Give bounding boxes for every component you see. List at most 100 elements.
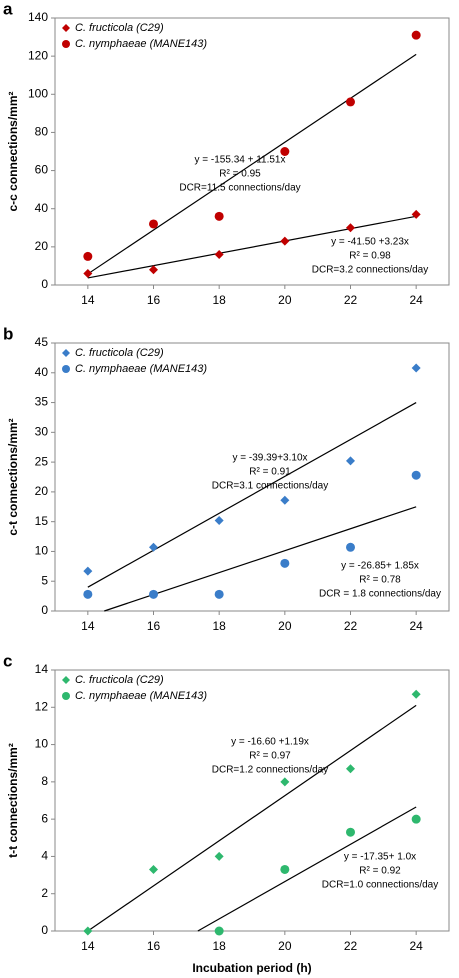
data-point [411,689,421,699]
data-point [214,211,224,221]
y-tick-label: 14 [35,662,49,676]
data-point [149,219,158,229]
legend-label: C. fructicola (C29) [75,347,164,359]
trend-annotation: R² = 0.98 [349,251,391,262]
data-point [149,542,158,552]
data-point [280,147,290,156]
y-tick-label: 40 [35,365,49,379]
trend-annotation: y = -41.50 +3.23x [331,237,409,248]
y-tick-label: 0 [41,603,48,617]
data-point [411,814,421,824]
y-tick-label: 6 [41,811,48,825]
data-point [83,926,93,936]
trend-annotation: R² = 0.95 [219,169,261,180]
legend-label: C. fructicola (C29) [75,674,164,686]
trend-annotation: y = -155.34 + 11.51x [195,155,286,166]
trend-line [87,402,417,588]
y-tick-label: 0 [41,277,48,291]
panel-label: b [3,324,13,343]
data-point [214,851,224,861]
data-point [149,265,158,275]
trend-annotation: R² = 0.97 [249,751,291,762]
y-tick-label: 45 [35,335,49,349]
y-tick-label: 100 [28,86,48,100]
data-point [280,558,290,568]
y-tick-label: 120 [28,48,48,62]
x-axis-label: Incubation period (h) [192,961,311,975]
data-point [83,269,93,279]
x-tick-label: 24 [409,619,423,633]
trend-line [87,704,417,932]
data-point [280,236,290,246]
y-tick-label: 2 [41,886,48,900]
data-point [83,566,93,576]
trend-annotation: R² = 0.91 [249,467,291,478]
trend-annotation: DCR=3.2 connections/day [312,265,428,276]
y-tick-label: 80 [35,125,49,139]
y-tick-label: 140 [28,10,48,24]
trend-line [87,53,417,275]
x-tick-label: 16 [147,293,161,307]
y-tick-label: 35 [35,395,49,409]
data-point [214,926,224,936]
trend-line [87,215,417,279]
y-tick-label: 0 [41,923,48,937]
x-tick-label: 24 [409,293,423,307]
y-tick-label: 25 [35,454,49,468]
data-point [346,97,355,107]
y-tick-label: 30 [35,425,49,439]
panel-label: c [3,651,12,670]
y-axis-label: t-t connections/mm² [6,743,20,858]
trend-annotation: DCR=3.1 connections/day [212,481,328,492]
plot-frame [54,17,450,286]
data-point [214,249,224,259]
trend-annotation: y = -17.35+ 1.0x [344,852,416,863]
trend-annotation: y = -16.60 +1.19x [231,737,309,748]
trend-annotation: y = -26.85+ 1.85x [341,561,419,572]
trend-annotation: DCR = 1.8 connections/day [319,589,441,600]
legend-label: C. nymphaeae (MANE143) [75,363,207,375]
trend-annotation: y = -39.39+3.10x [232,453,307,464]
data-point [411,209,421,219]
legend-marker [62,349,70,357]
y-tick-label: 15 [35,514,49,528]
data-point [83,589,93,599]
x-tick-label: 22 [344,939,358,953]
legend-label: C. nymphaeae (MANE143) [75,690,207,702]
trend-annotation: DCR=1.0 connections/day [322,880,438,891]
panel-label: a [3,0,13,18]
legend-marker [62,365,70,373]
y-axis-label: c-c connections/mm² [6,91,20,211]
data-point [280,777,290,787]
x-tick-label: 20 [278,939,292,953]
x-tick-label: 24 [409,939,423,953]
data-point [83,251,93,261]
x-tick-label: 14 [81,293,95,307]
x-tick-label: 20 [278,619,292,633]
legend-label: C. fructicola (C29) [75,22,164,34]
data-point [411,30,421,40]
y-axis-label: c-t connections/mm² [6,418,20,535]
y-tick-label: 40 [35,201,49,215]
legend-marker [62,676,70,684]
y-tick-label: 20 [35,484,49,498]
x-tick-label: 14 [81,619,95,633]
legend-marker [62,24,70,32]
x-tick-label: 18 [212,939,226,953]
data-point [280,495,290,505]
trend-annotation: DCR=11.5 connections/day [179,183,300,194]
data-point [280,864,290,874]
data-point [214,589,224,599]
y-tick-label: 8 [41,774,48,788]
x-tick-label: 18 [212,293,226,307]
x-tick-label: 22 [344,619,358,633]
trend-line [197,806,417,932]
data-point [149,864,158,874]
data-point [346,542,355,552]
y-tick-label: 4 [41,849,48,863]
x-tick-label: 14 [81,939,95,953]
y-tick-label: 20 [35,239,49,253]
plot-frame [54,669,450,932]
legend-label: C. nymphaeae (MANE143) [75,38,207,50]
x-tick-label: 16 [147,939,161,953]
